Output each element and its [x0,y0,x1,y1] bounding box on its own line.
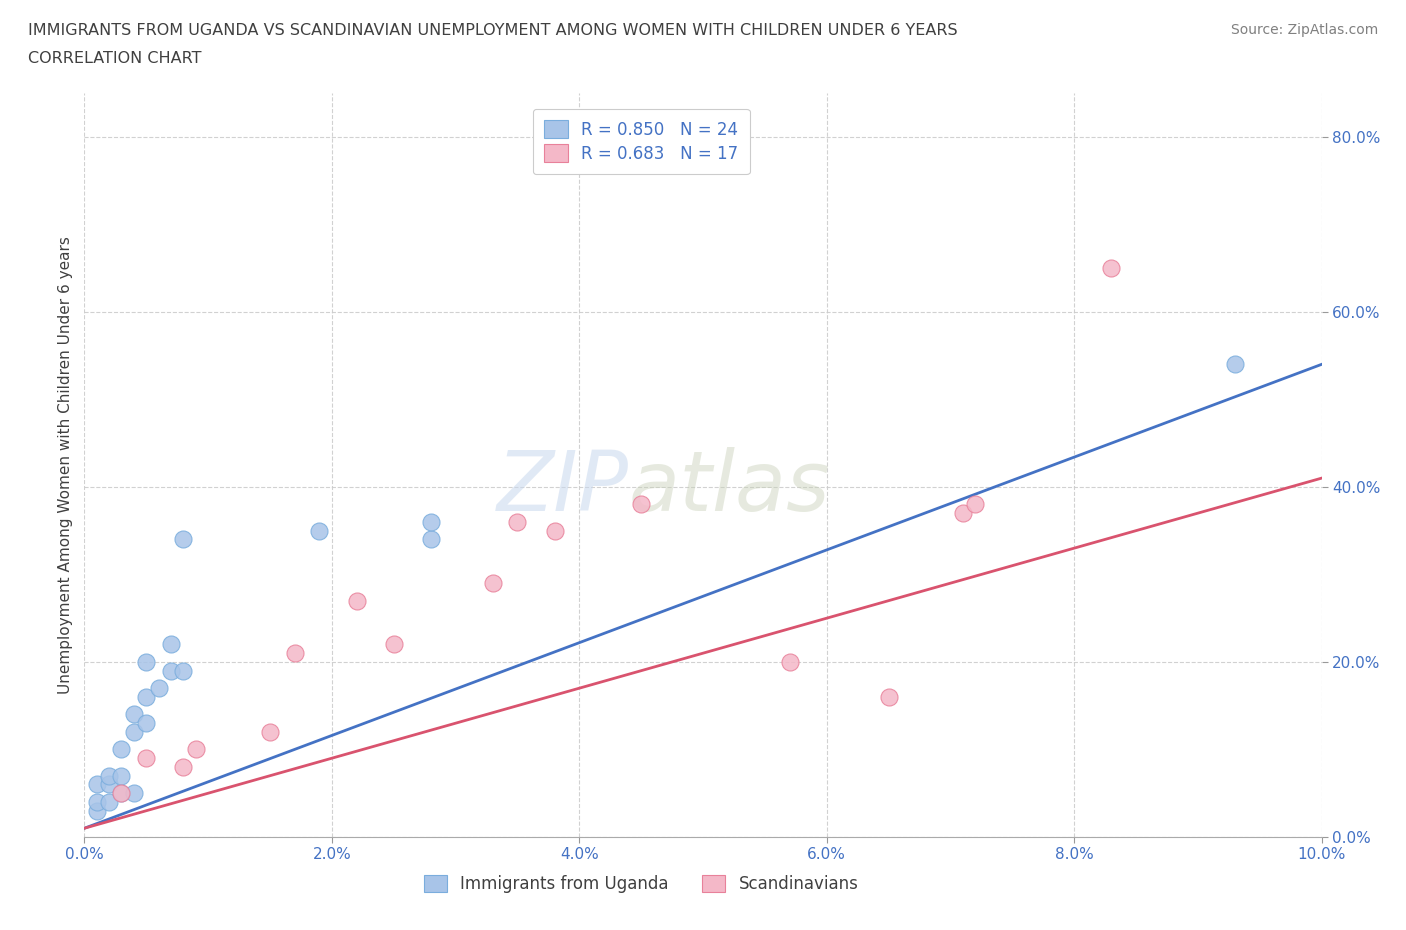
Point [86,804,108,818]
Point [160,637,183,652]
Point [259,724,281,739]
Legend: Immigrants from Uganda, Scandinavians: Immigrants from Uganda, Scandinavians [413,865,869,903]
Point [172,532,194,547]
Point [110,742,132,757]
Text: Source: ZipAtlas.com: Source: ZipAtlas.com [1230,23,1378,37]
Point [1223,357,1246,372]
Point [630,497,652,512]
Text: CORRELATION CHART: CORRELATION CHART [28,51,201,66]
Point [172,760,194,775]
Point [779,655,801,670]
Point [346,593,368,608]
Point [148,681,170,696]
Point [135,716,157,731]
Point [1099,260,1122,275]
Point [98,777,121,792]
Point [543,524,565,538]
Point [110,786,132,801]
Point [481,576,503,591]
Point [122,707,145,722]
Y-axis label: Unemployment Among Women with Children Under 6 years: Unemployment Among Women with Children U… [58,236,73,694]
Point [122,786,145,801]
Point [135,751,157,765]
Point [419,532,441,547]
Point [284,645,307,660]
Point [98,794,121,809]
Point [308,524,330,538]
Point [506,514,529,529]
Point [877,689,900,704]
Point [965,497,987,512]
Point [110,768,132,783]
Point [122,724,145,739]
Point [184,742,207,757]
Point [419,514,441,529]
Point [135,689,157,704]
Text: ZIP: ZIP [496,446,628,528]
Point [86,777,108,792]
Point [952,506,974,521]
Point [135,655,157,670]
Text: IMMIGRANTS FROM UGANDA VS SCANDINAVIAN UNEMPLOYMENT AMONG WOMEN WITH CHILDREN UN: IMMIGRANTS FROM UGANDA VS SCANDINAVIAN U… [28,23,957,38]
Point [110,786,132,801]
Point [98,768,121,783]
Text: atlas: atlas [628,446,831,528]
Point [86,794,108,809]
Point [160,663,183,678]
Point [172,663,194,678]
Point [382,637,405,652]
